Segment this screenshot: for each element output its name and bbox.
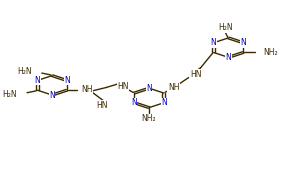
Text: H₂N: H₂N: [2, 90, 17, 99]
Text: H₂N: H₂N: [218, 23, 233, 32]
Text: NH: NH: [168, 83, 179, 92]
Text: HN: HN: [190, 70, 201, 79]
Text: H₂N: H₂N: [17, 67, 32, 76]
Text: N: N: [211, 38, 216, 47]
Text: NH: NH: [81, 85, 93, 94]
Text: NH₂: NH₂: [142, 114, 156, 123]
Text: N: N: [34, 76, 40, 85]
Text: N: N: [161, 98, 167, 107]
Text: N: N: [64, 76, 70, 85]
Text: N: N: [49, 91, 55, 100]
Text: N: N: [146, 84, 152, 93]
Text: HN: HN: [96, 101, 108, 110]
Text: N: N: [131, 98, 137, 107]
Text: HN: HN: [117, 82, 129, 91]
Text: NH₂: NH₂: [264, 48, 278, 57]
Text: N: N: [240, 38, 246, 47]
Text: N: N: [226, 53, 231, 62]
